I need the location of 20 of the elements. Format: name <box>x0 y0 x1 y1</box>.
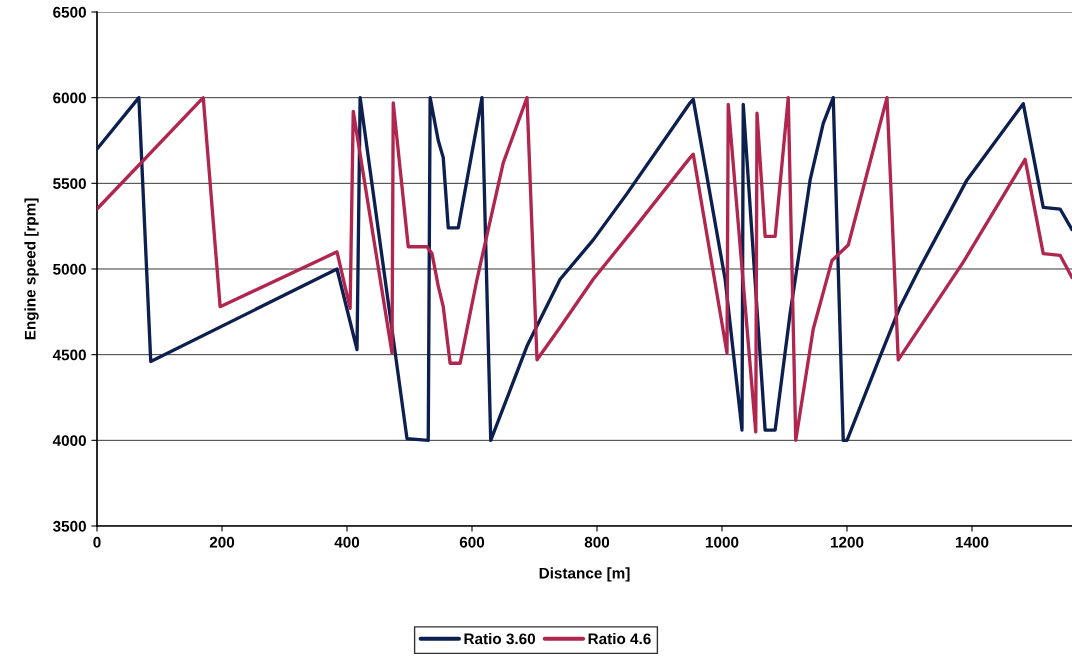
x-tick-label: 200 <box>209 536 235 548</box>
x-axis-title: Distance [m] <box>539 567 630 582</box>
legend-label: Ratio 4.6 <box>588 633 651 645</box>
y-tick-label: 3500 <box>52 520 86 532</box>
y-tick-label: 4500 <box>52 349 86 361</box>
y-tick-label: 5000 <box>53 263 86 275</box>
x-tick-label: 600 <box>459 536 485 548</box>
y-tick-label: 4000 <box>52 435 86 447</box>
x-tick-label: 1000 <box>705 536 739 548</box>
x-tick-label: 1400 <box>955 536 989 548</box>
x-tick-label: 400 <box>334 536 360 548</box>
y-tick-label: 6500 <box>53 6 86 18</box>
legend-label: Ratio 3.60 <box>464 633 536 645</box>
x-tick-label: 0 <box>93 536 101 548</box>
y-tick-label: 5500 <box>53 178 86 190</box>
x-tick-label: 800 <box>584 536 610 548</box>
y-tick-label: 6000 <box>53 92 86 104</box>
line-series <box>97 96 1072 442</box>
x-tick-label: 1200 <box>830 536 864 548</box>
y-axis-title: Engine speed [rpm] <box>24 198 39 340</box>
